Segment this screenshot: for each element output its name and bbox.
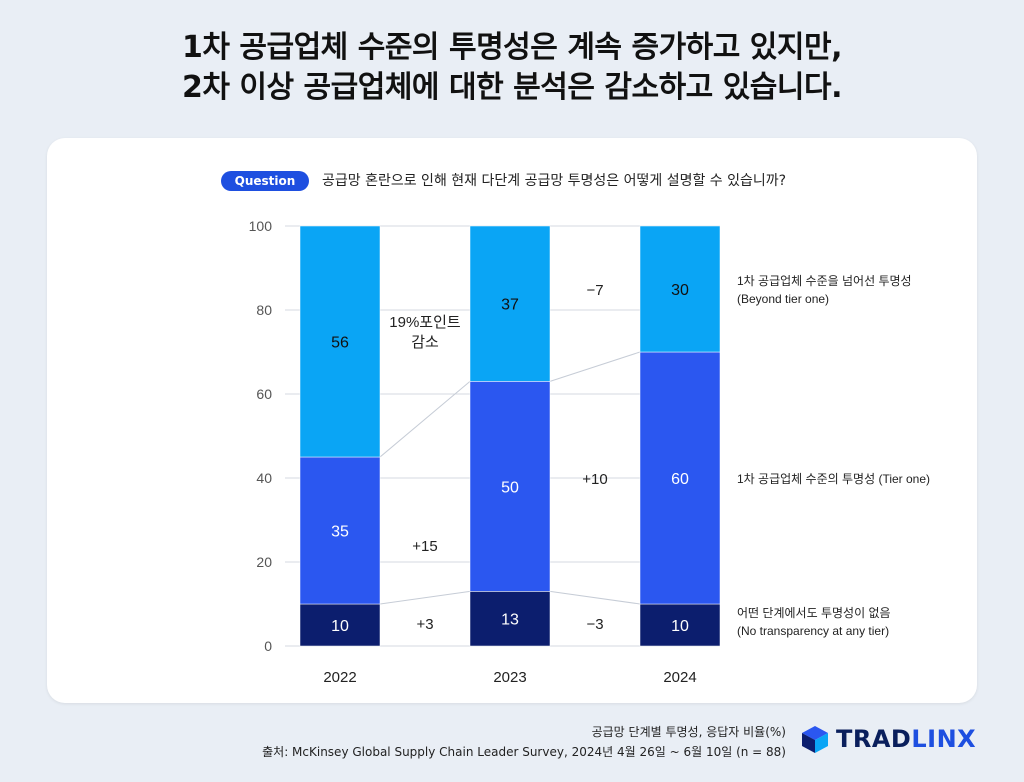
data-label: 60 — [671, 471, 689, 488]
data-label: 10 — [331, 618, 349, 635]
x-tick-label: 2024 — [663, 669, 696, 686]
data-label: 56 — [331, 335, 349, 352]
headline: 1차 공급업체 수준의 투명성은 계속 증가하고 있지만, 2차 이상 공급업체… — [0, 28, 1024, 108]
series-label-line-2: (Beyond tier one) — [737, 292, 829, 306]
connector-line — [549, 590, 641, 605]
x-tick-label: 2023 — [493, 669, 526, 686]
change-annotation: −7 — [586, 282, 603, 299]
y-tick-label: 80 — [256, 302, 272, 318]
y-tick-label: 60 — [256, 386, 272, 402]
cube-icon — [802, 726, 828, 753]
bar-segment — [469, 381, 551, 592]
data-label: 37 — [501, 297, 519, 314]
data-label: 35 — [331, 524, 349, 541]
bar-segment — [639, 603, 721, 647]
brand-logo: TRADLINX — [800, 723, 976, 755]
y-tick-label: 100 — [249, 218, 273, 234]
change-annotation: +15 — [412, 538, 437, 555]
change-annotation-line-2: 감소 — [411, 334, 439, 351]
bar-segment — [299, 225, 381, 458]
connector-line — [379, 590, 471, 605]
footer-note: 공급망 단계별 투명성, 응답자 비율(%) 출처: McKinsey Glob… — [262, 722, 786, 762]
series-label-line-2: (No transparency at any tier) — [737, 624, 889, 638]
headline-line-1: 1차 공급업체 수준의 투명성은 계속 증가하고 있지만, — [181, 30, 843, 65]
series-label: 1차 공급업체 수준의 투명성 (Tier one) — [737, 472, 930, 486]
question-badge: Question — [221, 171, 309, 191]
bar-segment — [639, 225, 721, 353]
bar-segment — [469, 225, 551, 382]
data-label: 10 — [671, 618, 689, 635]
connector-line — [379, 381, 471, 458]
connector-line — [549, 351, 641, 382]
y-tick-label: 40 — [256, 470, 272, 486]
data-label: 50 — [501, 479, 519, 496]
headline-line-2: 2차 이상 공급업체에 대한 분석은 감소하고 있습니다. — [181, 70, 843, 105]
y-tick-label: 0 — [264, 638, 272, 654]
data-label: 30 — [671, 282, 689, 299]
question-text: 공급망 혼란으로 인해 현재 다단계 공급망 투명성은 어떻게 설명할 수 있습… — [322, 173, 787, 189]
bar-segment — [469, 591, 551, 647]
change-annotation: −3 — [586, 616, 603, 633]
change-annotation: +10 — [582, 471, 607, 488]
bar-segment — [299, 456, 381, 605]
change-annotation: 19%포인트 — [389, 314, 461, 331]
x-tick-label: 2022 — [323, 669, 356, 686]
series-label: 어떤 단계에서도 투명성이 없음 — [737, 606, 891, 620]
bar-segment — [299, 603, 381, 647]
brand-part-2: LINX — [911, 725, 977, 753]
brand-wordmark: TRADLINX — [836, 725, 976, 753]
footer-line-1: 공급망 단계별 투명성, 응답자 비율(%) — [591, 725, 786, 739]
y-tick-label: 20 — [256, 554, 272, 570]
footer-source: 출처: McKinsey Global Supply Chain Leader … — [262, 745, 786, 759]
data-label: 13 — [501, 612, 519, 629]
bar-segment — [639, 351, 721, 605]
brand-part-1: TRAD — [836, 725, 912, 753]
series-label: 1차 공급업체 수준을 넘어선 투명성 — [737, 274, 912, 288]
change-annotation: +3 — [416, 616, 433, 633]
